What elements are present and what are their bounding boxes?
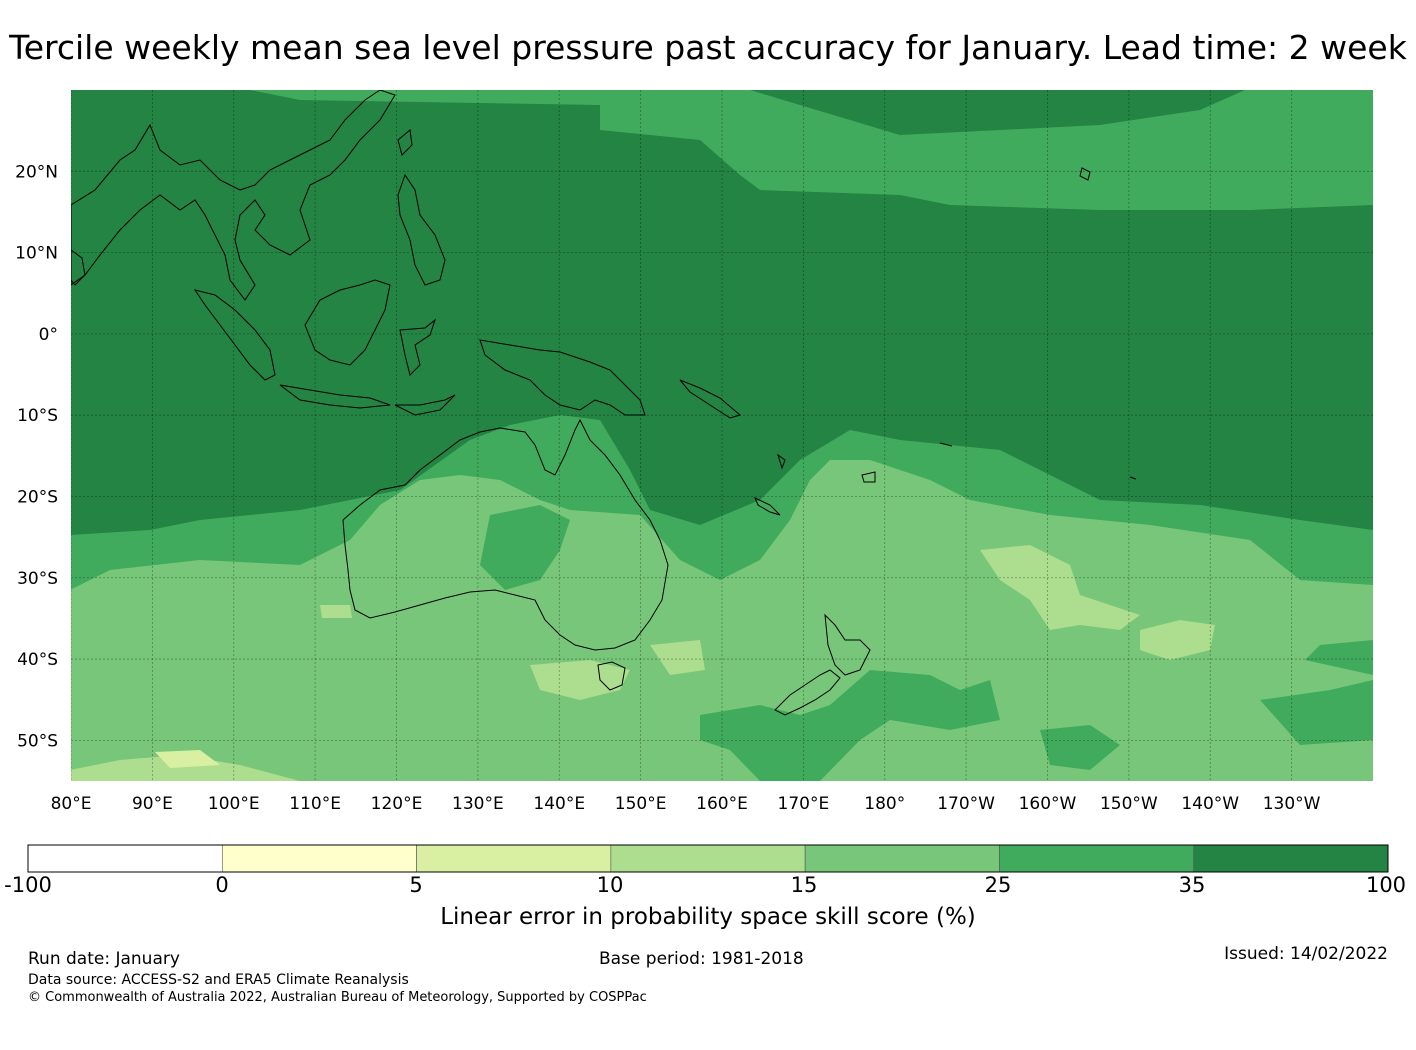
hawaii-coastline bbox=[1079, 167, 1091, 181]
colorbar-tick-label: 25 bbox=[984, 873, 1012, 897]
solomon-islands-coastline bbox=[679, 379, 742, 419]
longitude-label: 160°W bbox=[1019, 794, 1077, 814]
longitude-label: 80°E bbox=[51, 794, 92, 814]
copyright: © Commonwealth of Australia 2022, Austra… bbox=[28, 990, 647, 1005]
colorbar-swatch bbox=[804, 844, 1000, 873]
skill-region-midlat bbox=[71, 460, 1373, 781]
fiji-coastline bbox=[861, 471, 876, 483]
latitude-label: 40°S bbox=[17, 650, 58, 670]
longitude-labels: 80°E 90°E 100°E 110°E 120°E 130°E 140°E 150°E 16… bbox=[51, 794, 1321, 814]
latitude-label: 20°S bbox=[17, 487, 58, 507]
colorbar-swatch bbox=[1193, 844, 1389, 873]
latitude-label: 0° bbox=[39, 325, 58, 345]
data-source: Data source: ACCESS-S2 and ERA5 Climate … bbox=[28, 972, 409, 988]
skill-region-bight-light bbox=[530, 660, 630, 700]
skill-region-south-pacific-b bbox=[1260, 680, 1373, 745]
longitude-label: 160°E bbox=[696, 794, 748, 814]
issued-date: Issued: 14/02/2022 bbox=[1224, 944, 1388, 964]
longitude-label: 120°E bbox=[371, 794, 423, 814]
coastlines bbox=[71, 90, 1137, 716]
colorbar-tick-label: 35 bbox=[1178, 873, 1206, 897]
chart-title: Tercile weekly mean sea level pressure p… bbox=[9, 28, 1407, 67]
skill-region-pacific-light bbox=[980, 545, 1140, 630]
colorbar-swatch bbox=[610, 844, 806, 873]
longitude-label: 130°E bbox=[452, 794, 504, 814]
tasmania-coastline bbox=[597, 661, 626, 691]
longitude-label: 130°W bbox=[1263, 794, 1321, 814]
skill-region-tasman bbox=[700, 670, 1000, 781]
colorbar-tick-label: 0 bbox=[215, 873, 229, 897]
longitude-label: 140°E bbox=[533, 794, 585, 814]
base-period: Base period: 1981-2018 bbox=[599, 949, 804, 969]
latitude-label: 20°N bbox=[15, 162, 58, 182]
new-guinea-coastline bbox=[479, 339, 646, 416]
vanuatu-coastline bbox=[777, 453, 786, 470]
skill-region-pacific-light-2 bbox=[1140, 620, 1215, 660]
borneo-coastline bbox=[304, 279, 391, 366]
colorbar-border bbox=[27, 844, 1389, 873]
latitude-label: 50°S bbox=[17, 731, 58, 751]
colorbar-swatch bbox=[999, 844, 1195, 873]
colorbar-title: Linear error in probability space skill … bbox=[440, 904, 976, 930]
colorbar-tick-label: 10 bbox=[596, 873, 624, 897]
latitude-labels: 20°N 10°N 0° 10°S 20°S 30°S 40°S 50°S bbox=[15, 162, 58, 751]
sunda-coastline bbox=[394, 394, 456, 416]
tahiti-coastline bbox=[1129, 476, 1137, 480]
longitude-label: 170°E bbox=[778, 794, 830, 814]
longitude-label: 150°W bbox=[1100, 794, 1158, 814]
latitude-label: 30°S bbox=[17, 569, 58, 589]
nz-south-island bbox=[774, 669, 841, 716]
longitude-label: 150°E bbox=[615, 794, 667, 814]
java-coastline bbox=[279, 384, 391, 409]
skill-region-tasman-light bbox=[650, 640, 705, 675]
sumatra-coastline bbox=[193, 289, 276, 381]
skill-region-north-band bbox=[71, 90, 1373, 210]
longitude-label: 140°W bbox=[1181, 794, 1239, 814]
australia-coastline bbox=[342, 418, 669, 651]
philippines-coastline bbox=[397, 173, 446, 286]
colorbar bbox=[27, 844, 1389, 873]
sri-lanka-coastline bbox=[71, 249, 86, 286]
colorbar-tick-label: 15 bbox=[790, 873, 818, 897]
nz-north-island bbox=[824, 613, 871, 676]
longitude-label: 170°W bbox=[937, 794, 995, 814]
longitude-label: 180° bbox=[864, 794, 905, 814]
colorbar-swatch bbox=[221, 844, 417, 873]
longitude-label: 90°E bbox=[132, 794, 173, 814]
latitude-label: 10°S bbox=[17, 406, 58, 426]
run-date: Run date: January bbox=[28, 949, 180, 969]
skill-field bbox=[71, 90, 1373, 781]
colorbar-swatch bbox=[27, 844, 223, 873]
skill-region-central-aus bbox=[480, 505, 570, 590]
colorbar-tick-label: 5 bbox=[409, 873, 423, 897]
longitude-label: 110°E bbox=[289, 794, 341, 814]
colorbar-tick-label: 100 bbox=[1365, 873, 1407, 897]
gridlines bbox=[71, 90, 1373, 781]
new-caledonia-coastline bbox=[754, 496, 781, 516]
samoa-coastline bbox=[939, 442, 953, 447]
asia-mainland-coastline bbox=[71, 90, 396, 301]
skill-region-southwest-pale bbox=[155, 750, 220, 768]
taiwan-coastline bbox=[397, 129, 413, 156]
skill-region-southwest-light bbox=[71, 755, 300, 781]
colorbar-tick-label: -100 bbox=[4, 873, 52, 897]
skill-region-west-light bbox=[320, 605, 352, 618]
sulawesi-coastline bbox=[399, 318, 437, 376]
skill-region-south-pacific-a bbox=[1040, 725, 1120, 770]
latitude-label: 10°N bbox=[15, 244, 58, 264]
colorbar-swatch bbox=[416, 844, 612, 873]
longitude-label: 100°E bbox=[208, 794, 260, 814]
